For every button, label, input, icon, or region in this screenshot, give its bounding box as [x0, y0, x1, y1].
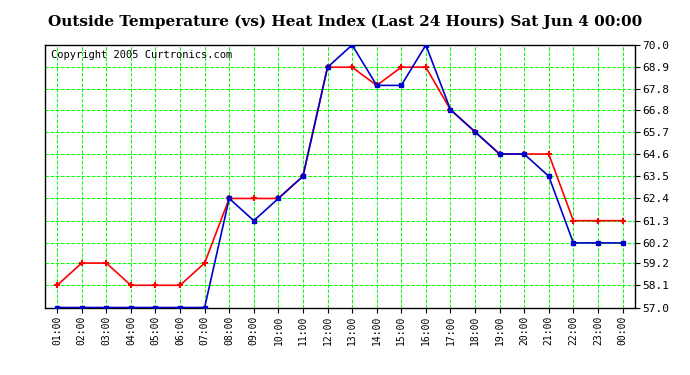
Text: Copyright 2005 Curtronics.com: Copyright 2005 Curtronics.com	[51, 50, 232, 60]
Text: Outside Temperature (vs) Heat Index (Last 24 Hours) Sat Jun 4 00:00: Outside Temperature (vs) Heat Index (Las…	[48, 15, 642, 29]
